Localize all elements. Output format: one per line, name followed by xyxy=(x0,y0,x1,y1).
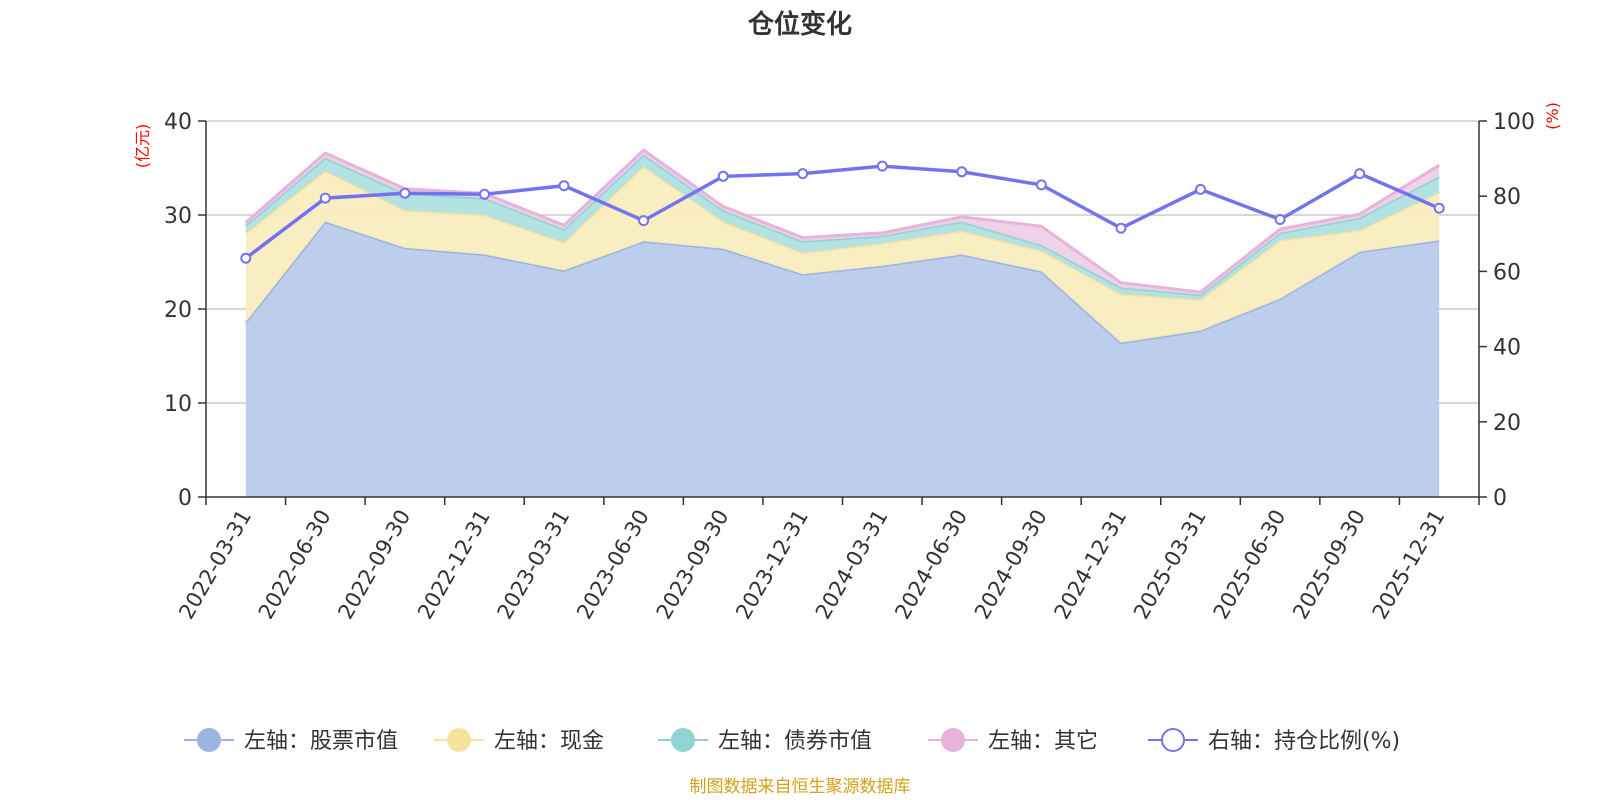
ratio-point[interactable] xyxy=(558,180,570,192)
ratio-line xyxy=(240,160,1445,264)
x-tick-label: 2025-06-30 xyxy=(1209,506,1291,624)
x-tick-label: 2023-09-30 xyxy=(652,506,734,624)
ratio-point[interactable] xyxy=(1035,179,1047,191)
ratio-point[interactable] xyxy=(240,252,252,264)
ratio-point[interactable] xyxy=(399,187,411,199)
area-series-2 xyxy=(245,166,1440,343)
legend[interactable]: 左轴：股票市值 左轴：现金 左轴：债券市值 左轴：其它 右轴：持仓比例(%) xyxy=(184,728,1400,754)
right-axis-unit: (%) xyxy=(1543,102,1562,130)
legend-label: 左轴：债券市值 xyxy=(718,729,872,754)
legend-label: 左轴：股票市值 xyxy=(244,729,398,754)
legend-label: 左轴：现金 xyxy=(494,729,604,754)
ratio-point[interactable] xyxy=(479,188,490,200)
legend-item-5[interactable]: 右轴：持仓比例(%) xyxy=(1148,728,1400,754)
ratio-point[interactable] xyxy=(956,166,968,178)
ratio-point[interactable] xyxy=(319,192,331,204)
x-tick-label: 2024-06-30 xyxy=(890,506,972,624)
ratio-point[interactable] xyxy=(876,160,888,172)
x-tick-label: 2022-06-30 xyxy=(254,506,336,624)
x-tick-label: 2022-09-30 xyxy=(333,506,415,624)
left-axis-unit: (亿元) xyxy=(133,124,152,169)
ratio-point[interactable] xyxy=(1354,168,1366,180)
legend-item-3[interactable]: 左轴：债券市值 xyxy=(658,728,872,754)
x-tick-label: 2022-12-31 xyxy=(413,506,495,624)
ratio-point[interactable] xyxy=(1274,214,1286,225)
data-source-note: 制图数据来自恒生聚源数据库 xyxy=(690,777,911,797)
ratio-point[interactable] xyxy=(638,215,650,227)
left-tick-label: 20 xyxy=(164,298,192,323)
x-tick-label: 2023-12-31 xyxy=(731,506,813,624)
right-tick-label: 0 xyxy=(1493,486,1507,511)
right-tick-label: 60 xyxy=(1493,260,1521,285)
ratio-point[interactable] xyxy=(1433,202,1445,214)
legend-marker xyxy=(197,728,221,752)
x-tick-label: 2024-03-31 xyxy=(811,506,893,624)
x-tick-label: 2025-09-30 xyxy=(1288,506,1370,624)
right-tick-label: 100 xyxy=(1493,110,1535,135)
ratio-point[interactable] xyxy=(1115,222,1127,234)
stacked-areas xyxy=(244,148,1440,497)
legend-marker xyxy=(941,728,965,752)
legend-label: 左轴：其它 xyxy=(988,729,1098,754)
left-tick-label: 10 xyxy=(164,392,192,417)
x-tick-label: 2025-12-31 xyxy=(1368,506,1450,624)
area-series-1 xyxy=(245,221,1440,497)
chart-title: 仓位变化 xyxy=(747,9,852,40)
legend-marker xyxy=(447,728,471,752)
ratio-point[interactable] xyxy=(797,168,809,180)
x-tick-label: 2025-03-31 xyxy=(1129,506,1211,624)
legend-marker xyxy=(671,728,695,752)
area-edge-series-4 xyxy=(244,148,1440,294)
x-tick-label: 2024-12-31 xyxy=(1050,506,1132,624)
legend-label: 右轴：持仓比例(%) xyxy=(1208,729,1400,754)
right-tick-label: 20 xyxy=(1493,411,1521,436)
legend-marker xyxy=(1161,728,1185,752)
ratio-point[interactable] xyxy=(717,170,729,182)
x-tick-label: 2024-09-30 xyxy=(970,506,1052,624)
ratio-line-path xyxy=(244,164,1440,260)
left-tick-label: 0 xyxy=(178,486,192,511)
legend-item-1[interactable]: 左轴：股票市值 xyxy=(184,728,398,754)
left-tick-label: 30 xyxy=(164,204,192,229)
right-tick-label: 80 xyxy=(1493,185,1521,210)
x-tick-label: 2023-03-31 xyxy=(493,506,575,624)
left-tick-label: 40 xyxy=(164,110,192,135)
x-tick-label: 2022-03-31 xyxy=(174,506,256,624)
legend-item-2[interactable]: 左轴：现金 xyxy=(434,728,604,754)
x-tick-label: 2023-06-30 xyxy=(572,506,654,624)
right-tick-label: 40 xyxy=(1493,336,1521,361)
ratio-point[interactable] xyxy=(1195,183,1206,195)
legend-item-4[interactable]: 左轴：其它 xyxy=(928,728,1098,754)
